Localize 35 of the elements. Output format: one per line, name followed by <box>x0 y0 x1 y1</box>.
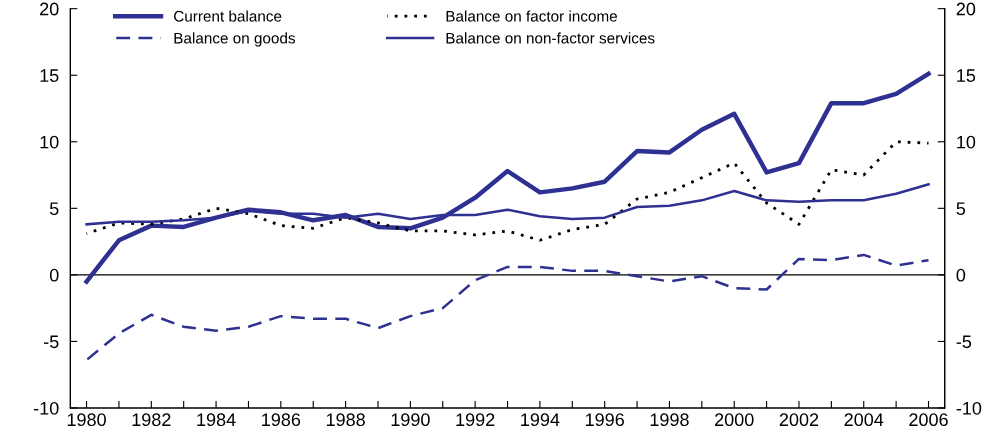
x-tick-label: 1982 <box>132 413 171 427</box>
line-series <box>84 71 931 284</box>
y2-tick-label: 0 <box>956 268 966 282</box>
x-tick-label: 1990 <box>391 413 430 427</box>
y-tick-label: 5 <box>49 202 59 216</box>
y2-tick-label: 10 <box>957 135 976 149</box>
x-tick-label: 1992 <box>456 413 495 427</box>
y-tick-label: -5 <box>43 335 59 349</box>
y2-tick-label: -5 <box>956 335 972 349</box>
legend-label: Balance on factor income <box>446 10 618 22</box>
x-tick-label: 1998 <box>650 413 689 427</box>
x-tick-label: 2006 <box>909 413 948 427</box>
y2-tick-label: 5 <box>956 202 966 216</box>
y2-tick-label: 20 <box>956 2 976 16</box>
y-tick-label: 10 <box>40 135 59 149</box>
x-tick-label: 2002 <box>779 413 819 427</box>
x-tick-label: 1994 <box>521 413 560 427</box>
line-series <box>85 253 930 362</box>
y2-tick-label: 15 <box>957 69 976 82</box>
x-tick-label: 1996 <box>585 413 624 427</box>
y-tick-label: -10 <box>33 401 59 415</box>
y-tick-label: 20 <box>40 2 59 16</box>
y2-tick-label: -10 <box>956 401 982 415</box>
legend-label: Current balance <box>174 10 282 22</box>
legend-label: Balance on non-factor services <box>446 32 655 44</box>
y-tick-label: 15 <box>40 69 59 82</box>
x-tick-label: 1984 <box>197 413 236 427</box>
x-tick-label: 1980 <box>67 413 106 427</box>
y-tick-label: 0 <box>49 268 59 282</box>
line-series <box>85 140 930 242</box>
legend-label: Balance on goods <box>174 32 296 47</box>
x-tick-label: 2000 <box>715 413 754 427</box>
x-tick-label: 1988 <box>326 413 365 427</box>
x-tick-label: 1986 <box>262 413 301 427</box>
x-tick-label: 2004 <box>844 413 884 427</box>
